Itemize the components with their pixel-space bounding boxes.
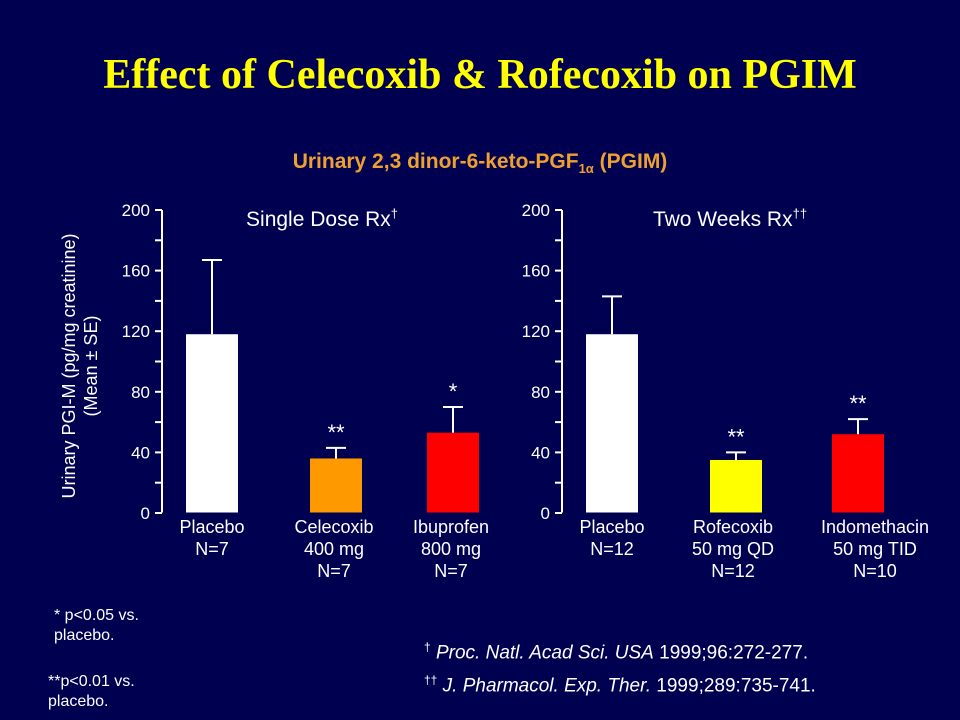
bar — [427, 432, 479, 513]
category-label: 50 mg QD — [692, 539, 774, 559]
category-label: 800 mg — [421, 539, 481, 559]
chart-title: Single Dose Rx† — [246, 206, 398, 231]
reference-2-journal: J. Pharmacol. Exp. Ther. — [442, 675, 652, 697]
category-label: N=12 — [590, 539, 634, 559]
footnote-p001: **p<0.01 vs. placebo. — [48, 672, 135, 712]
category-label: Rofecoxib — [693, 517, 773, 537]
y-tick-label: 200 — [122, 201, 150, 220]
category-label: Celecoxib — [294, 517, 373, 537]
bar — [186, 334, 238, 513]
footnote-p005: * p<0.05 vs. placebo. — [54, 606, 139, 646]
category-label: N=7 — [434, 561, 468, 581]
reference-2-mark: †† — [424, 673, 438, 687]
y-tick-label: 40 — [131, 443, 150, 462]
chart-title-mark: †† — [793, 206, 807, 221]
footnote-p005-line2: placebo. — [54, 627, 115, 644]
chart-title-mark: † — [391, 206, 398, 221]
y-tick-label: 0 — [141, 504, 150, 523]
category-label: Placebo — [579, 517, 644, 537]
footnote-p001-line2: placebo. — [48, 693, 109, 710]
reference-1-citation: 1999;96:272-277. — [659, 642, 809, 664]
subtitle-suffix: (PGIM) — [593, 150, 668, 173]
category-label: 50 mg TID — [833, 539, 917, 559]
y-tick-label: 120 — [522, 322, 550, 341]
y-tick-label: 200 — [522, 201, 550, 220]
category-label: Ibuprofen — [413, 517, 489, 537]
category-label: N=7 — [195, 539, 229, 559]
significance-mark: ** — [849, 391, 867, 416]
reference-2-citation: 1999;289:735-741. — [656, 675, 816, 697]
category-label: 400 mg — [304, 539, 364, 559]
category-label: N=7 — [317, 561, 351, 581]
y-tick-label: 120 — [122, 322, 150, 341]
bar — [586, 334, 638, 513]
reference-1-journal: Proc. Natl. Acad Sci. USA — [435, 642, 654, 664]
y-tick-label: 0 — [541, 504, 550, 523]
reference-1-mark: † — [424, 640, 431, 654]
category-label: Indomethacin — [821, 517, 929, 537]
y-tick-label: 160 — [122, 262, 150, 281]
chart-title-text: Two Weeks Rx — [653, 208, 793, 231]
slide-subtitle: Urinary 2,3 dinor-6-keto-PGF1α (PGIM) — [0, 150, 960, 176]
category-label: N=12 — [711, 561, 755, 581]
y-tick-label: 40 — [531, 443, 550, 462]
y-tick-label: 160 — [522, 262, 550, 281]
significance-mark: ** — [727, 424, 745, 449]
footnote-p001-line1: **p<0.01 vs. — [48, 673, 135, 690]
subtitle-subscript: 1α — [578, 161, 594, 177]
chart-title-text: Single Dose Rx — [246, 208, 391, 231]
significance-mark: * — [449, 379, 458, 404]
significance-mark: ** — [327, 420, 345, 445]
y-tick-label: 80 — [531, 383, 550, 402]
category-label: Placebo — [179, 517, 244, 537]
reference-2: †† J. Pharmacol. Exp. Ther. 1999;289:735… — [424, 673, 816, 697]
subtitle-main: Urinary 2,3 dinor-6-keto-PGF — [292, 150, 579, 173]
y-tick-label: 80 — [131, 383, 150, 402]
bar — [832, 434, 884, 513]
bar — [310, 458, 362, 513]
footnote-p005-line1: * p<0.05 vs. — [54, 607, 139, 624]
reference-1: † Proc. Natl. Acad Sci. USA 1999;96:272-… — [424, 640, 808, 664]
bar — [710, 459, 762, 513]
category-label: N=10 — [853, 561, 897, 581]
slide-title: Effect of Celecoxib & Rofecoxib on PGIM — [103, 52, 857, 98]
chart-title: Two Weeks Rx†† — [653, 206, 807, 231]
